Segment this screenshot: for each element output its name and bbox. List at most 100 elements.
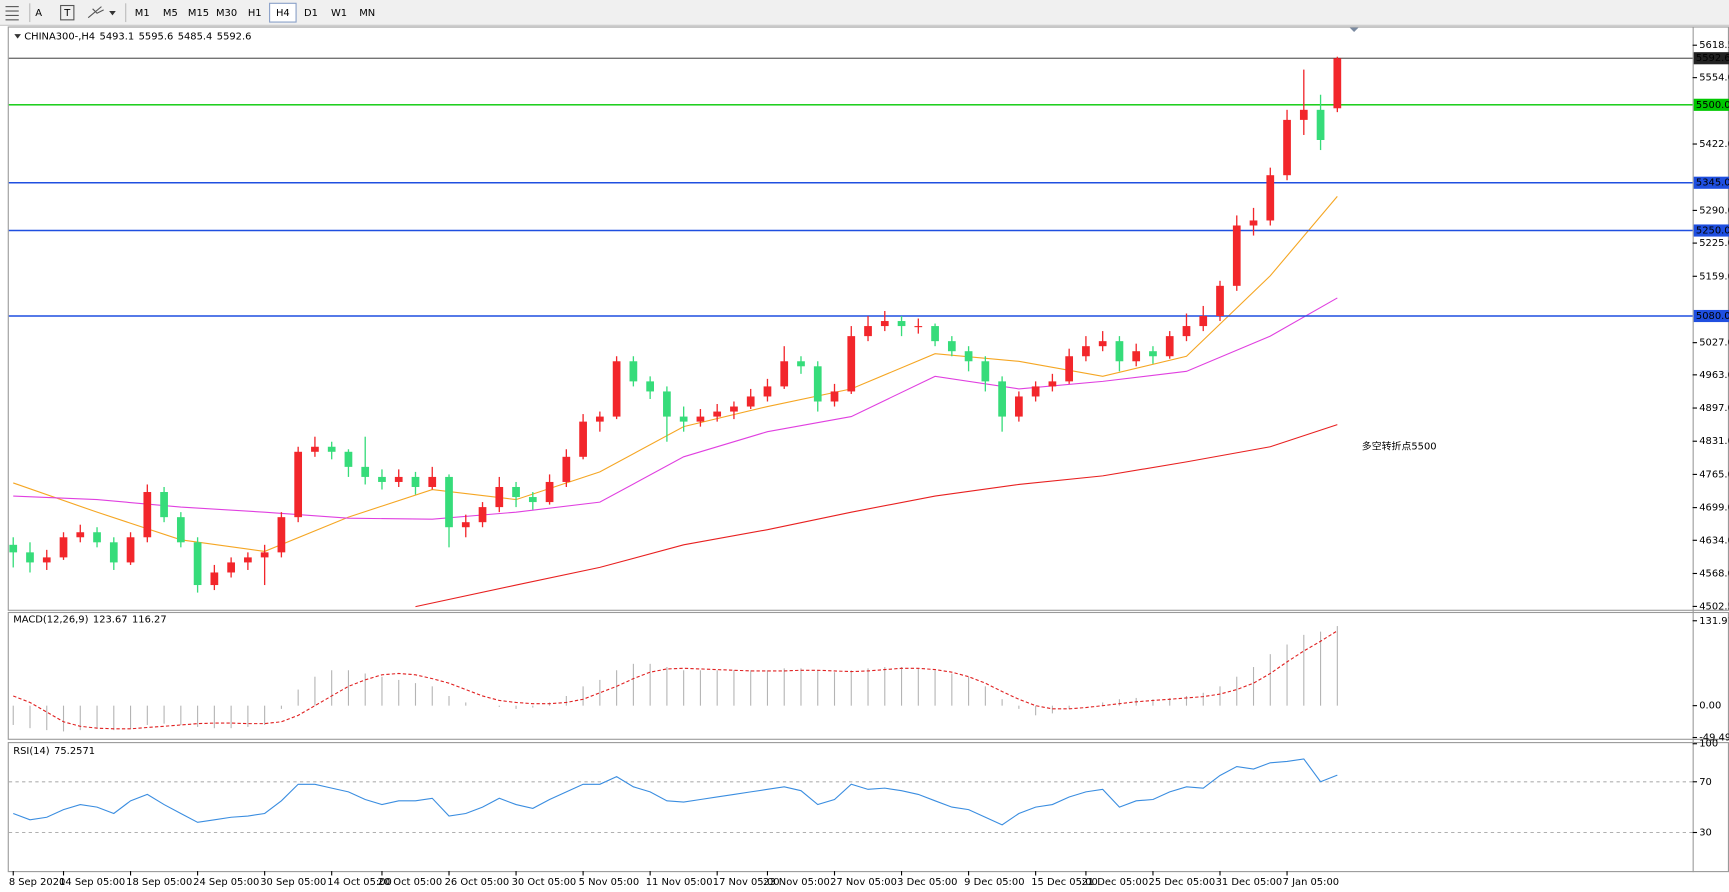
candle-body xyxy=(981,361,990,382)
y-tick-label: 4831.0 xyxy=(1699,436,1729,447)
shapes-tool-icon[interactable] xyxy=(87,6,104,19)
candle-body xyxy=(1249,220,1258,226)
y-tick-label: 4897.0 xyxy=(1699,403,1729,414)
candle-body xyxy=(746,396,755,407)
candle-body xyxy=(797,361,805,367)
candle-body xyxy=(998,381,1006,417)
candle-body xyxy=(780,361,789,387)
candle-body xyxy=(42,557,51,563)
shift-marker xyxy=(1349,27,1359,32)
y-tick-label: 70 xyxy=(1699,777,1712,788)
candle-body xyxy=(428,476,437,487)
y-tick-label: 5159.0 xyxy=(1699,271,1729,282)
candle-body xyxy=(864,326,872,337)
candle-body xyxy=(193,542,202,586)
candle-body xyxy=(26,552,34,563)
header-value: 5595.6 xyxy=(139,31,174,42)
candle-body xyxy=(1015,396,1023,417)
candle-body xyxy=(1082,346,1090,357)
y-tick-label: 100 xyxy=(1699,739,1718,750)
candle-body xyxy=(176,517,185,543)
timeframe-button[interactable]: MN xyxy=(359,8,375,19)
x-tick-label: 30 Oct 05:00 xyxy=(512,877,577,888)
active-timeframe xyxy=(269,2,297,23)
candle-body xyxy=(1149,351,1157,357)
candle-body xyxy=(1098,341,1107,347)
annotation: 多空转折点5500 xyxy=(1362,440,1437,453)
x-tick-label: 15 Dec 05:00 xyxy=(1031,877,1098,888)
candle-body xyxy=(361,466,370,477)
timeframe-button[interactable]: W1 xyxy=(331,8,347,19)
candle-body xyxy=(9,544,18,553)
candle-body xyxy=(964,351,973,362)
candle-body xyxy=(394,476,403,482)
x-tick-label: 26 Oct 05:00 xyxy=(445,877,510,888)
y-tick-label: 4568.0 xyxy=(1699,568,1729,579)
x-tick-label: 11 Nov 05:00 xyxy=(646,877,713,888)
candle-body xyxy=(528,497,537,503)
candle-body xyxy=(880,321,889,327)
y-tick-label: 4765.0 xyxy=(1699,469,1729,480)
timeframe-button[interactable]: M15 xyxy=(188,8,209,19)
candle-body xyxy=(646,381,654,392)
candle-body xyxy=(914,326,923,328)
candle-body xyxy=(1266,175,1275,221)
header-value: 116.27 xyxy=(132,615,167,626)
candle-body xyxy=(76,532,85,538)
x-tick-label: 20 Oct 05:00 xyxy=(378,877,443,888)
text-tool-frame xyxy=(60,4,75,21)
rsi-panel-frame xyxy=(7,742,1729,873)
candle-body xyxy=(478,507,487,523)
indicator-header: MACD(12,26,9) 123.67 116.27 xyxy=(13,615,166,626)
x-tick-label: 27 Nov 05:00 xyxy=(830,877,897,888)
candle-body xyxy=(126,537,135,563)
candle-body xyxy=(93,532,101,543)
moving-average xyxy=(13,297,1338,520)
timeframe-button[interactable]: D1 xyxy=(304,8,318,19)
y-tick-label: 131.91 xyxy=(1699,616,1729,627)
candle-body xyxy=(1065,356,1074,382)
candle-body xyxy=(713,411,722,417)
candle-body xyxy=(294,451,303,518)
candle-body xyxy=(1232,225,1241,286)
timeframe-button[interactable]: H1 xyxy=(248,8,262,19)
candle-body xyxy=(1031,386,1040,397)
price-level-label: 5345.0 xyxy=(1696,178,1729,189)
y-tick-label: 4699.0 xyxy=(1699,503,1729,514)
header-title: CHINA300-,H4 xyxy=(24,31,95,42)
header-title: MACD(12,26,9) xyxy=(13,615,88,626)
candle-body xyxy=(495,486,504,508)
dropdown-arrow[interactable] xyxy=(109,11,116,16)
x-tick-label: 5 Nov 05:00 xyxy=(579,877,639,888)
y-tick-label: 0.00 xyxy=(1699,701,1721,712)
candle-body xyxy=(730,406,738,412)
macd-panel-frame xyxy=(7,611,1729,740)
timeframe-button[interactable]: M1 xyxy=(135,8,150,19)
x-tick-label: 3 Dec 05:00 xyxy=(897,877,957,888)
x-tick-label: 8 Sep 2020 xyxy=(9,877,65,888)
cursor-tool-icon[interactable] xyxy=(5,6,19,21)
rsi-line xyxy=(13,758,1338,826)
macd-signal xyxy=(13,630,1338,730)
moving-average xyxy=(415,424,1338,608)
indicator-header: CHINA300-,H4 5493.1 5595.6 5485.4 5592.6 xyxy=(24,31,251,42)
timeframe-button[interactable]: M5 xyxy=(163,8,178,19)
candle-body xyxy=(1165,336,1174,357)
tool-button[interactable]: T xyxy=(63,8,71,19)
candle-body xyxy=(763,386,772,397)
timeframe-button[interactable]: M30 xyxy=(216,8,237,19)
candle-body xyxy=(696,416,705,422)
timeframe-button[interactable]: H4 xyxy=(276,8,290,19)
x-tick-label: 9 Dec 05:00 xyxy=(964,877,1024,888)
candle-body xyxy=(210,572,219,586)
candle-body xyxy=(327,446,336,452)
candle-body xyxy=(579,421,587,457)
candle-body xyxy=(244,557,252,563)
symbol-menu-arrow[interactable] xyxy=(14,34,21,39)
price-level-label: 5500.0 xyxy=(1696,100,1729,111)
header-value: 75.2571 xyxy=(54,746,95,757)
candle-body xyxy=(311,446,319,452)
candle-body xyxy=(160,492,168,518)
tool-button[interactable]: A xyxy=(35,8,42,19)
